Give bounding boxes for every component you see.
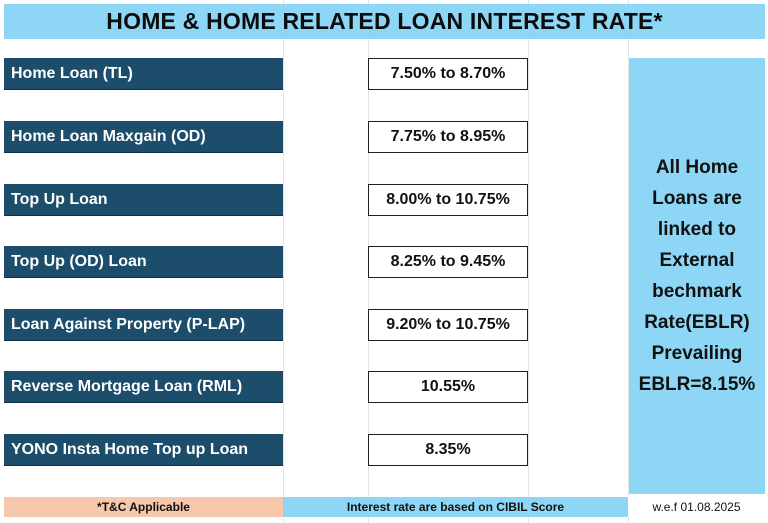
grid-line: [528, 0, 529, 523]
eblr-note-line: Prevailing: [651, 343, 743, 364]
grid-line: [283, 0, 284, 523]
footer-effective-date: w.e.f 01.08.2025: [628, 497, 765, 517]
eblr-note-line: Loans are: [652, 188, 742, 209]
loan-label-lap: Loan Against Property (P-LAP): [4, 309, 283, 341]
grid-line: [628, 0, 629, 523]
loan-rate-rml: 10.55%: [368, 371, 528, 403]
footer-cibil-note: Interest rate are based on CIBIL Score: [283, 497, 628, 517]
footer-tc: *T&C Applicable: [4, 497, 283, 517]
loan-rate-yono: 8.35%: [368, 434, 528, 466]
eblr-note-line: bechmark: [652, 281, 742, 302]
loan-label-rml: Reverse Mortgage Loan (RML): [4, 371, 283, 403]
loan-label-top-up-od: Top Up (OD) Loan: [4, 246, 283, 278]
eblr-note-line: Rate(EBLR): [644, 312, 750, 333]
eblr-note-line: EBLR=8.15%: [638, 374, 756, 395]
eblr-note-line: External: [659, 250, 735, 271]
loan-label-maxgain: Home Loan Maxgain (OD): [4, 121, 283, 153]
eblr-note-line: linked to: [657, 219, 737, 240]
page-title: HOME & HOME RELATED LOAN INTEREST RATE*: [4, 4, 765, 39]
loan-rate-home-loan: 7.50% to 8.70%: [368, 58, 528, 90]
eblr-note: All Home Loans are linked to External be…: [629, 58, 765, 494]
loan-rate-top-up-od: 8.25% to 9.45%: [368, 246, 528, 278]
loan-rate-top-up: 8.00% to 10.75%: [368, 184, 528, 216]
loan-label-home-loan: Home Loan (TL): [4, 58, 283, 90]
loan-rate-maxgain: 7.75% to 8.95%: [368, 121, 528, 153]
right-edge: [765, 0, 768, 523]
loan-rate-lap: 9.20% to 10.75%: [368, 309, 528, 341]
loan-label-yono: YONO Insta Home Top up Loan: [4, 434, 283, 466]
loan-label-top-up: Top Up Loan: [4, 184, 283, 216]
eblr-note-line: All Home: [655, 157, 739, 178]
